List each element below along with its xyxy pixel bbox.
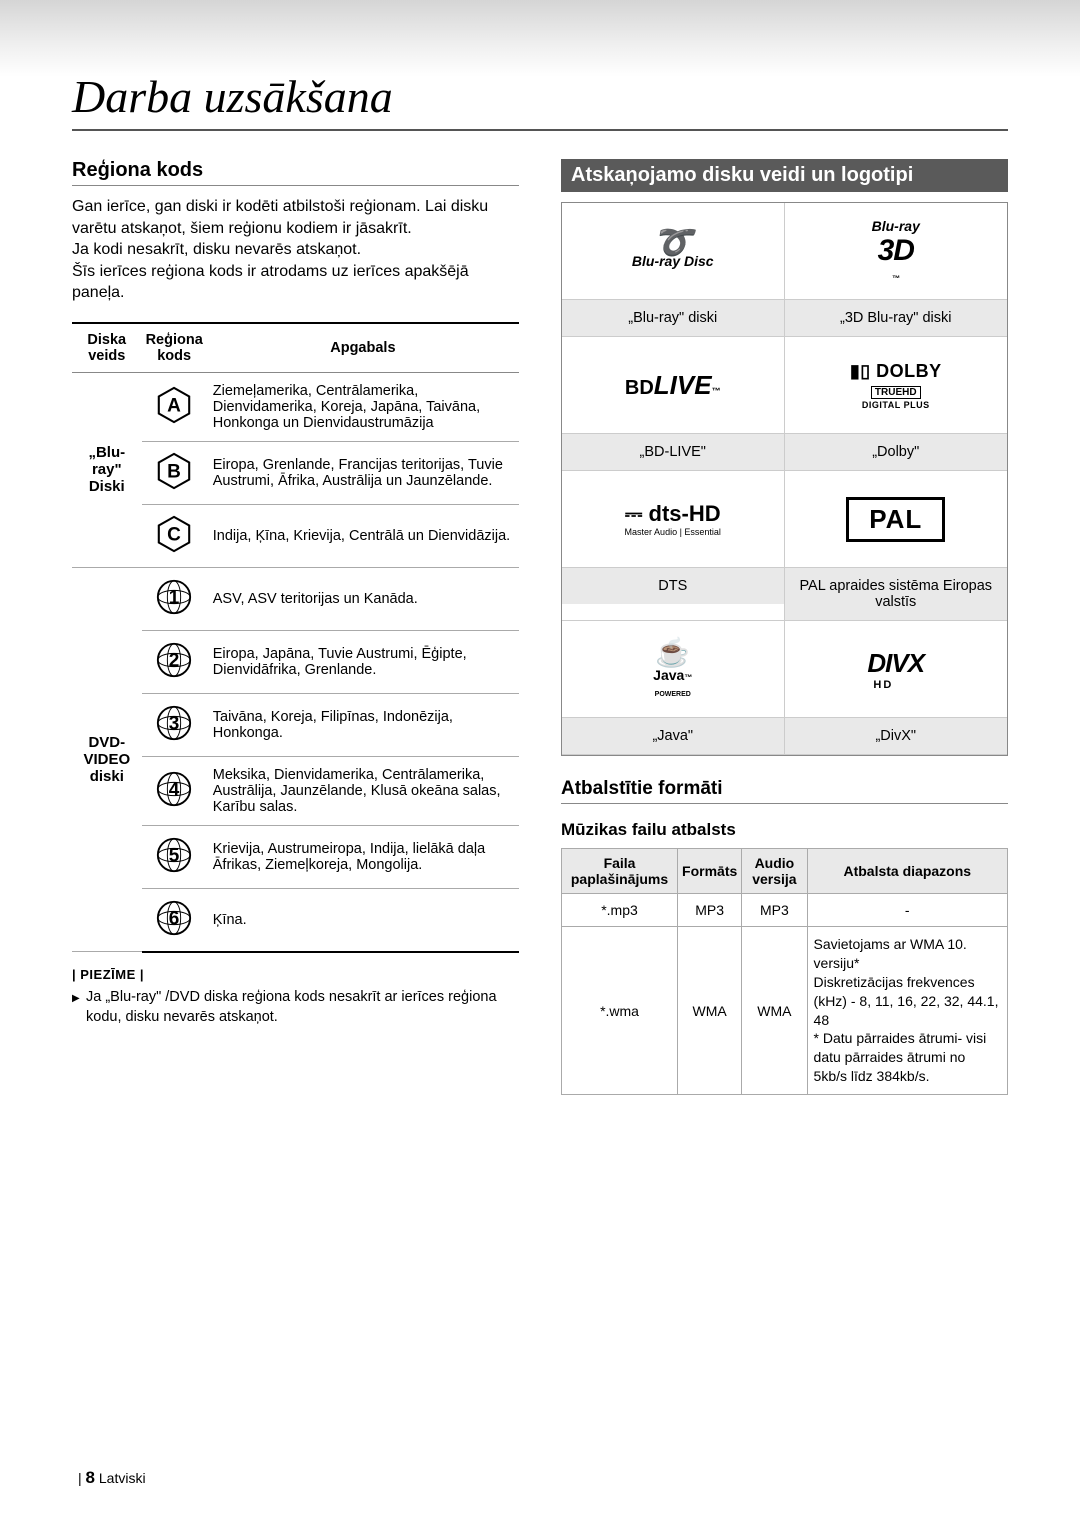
- region-code-icon: C: [155, 515, 193, 553]
- logo-label: „Blu-ray" diski: [562, 299, 784, 336]
- logo-cell: DIVXHD „DivX": [785, 621, 1008, 755]
- region-code-icon: 4: [155, 770, 193, 808]
- music-th-fmt: Formāts: [678, 849, 742, 894]
- logo-image: DIVXHD: [785, 621, 1008, 717]
- region-area-cell: Ķīna.: [207, 888, 519, 952]
- region-area-cell: ASV, ASV teritorijas un Kanāda.: [207, 567, 519, 630]
- svg-text:2: 2: [169, 651, 180, 672]
- music-th-range: Atbalsta diapazons: [807, 849, 1007, 894]
- logo-cell: ⎓ dts-HDMaster Audio | Essential DTS: [562, 471, 785, 621]
- music-fmt-cell: WMA: [678, 927, 742, 1095]
- logo-cell: ➰Blu-ray Disc „Blu-ray" diski: [562, 203, 785, 337]
- region-code-icon: A: [155, 386, 193, 424]
- logo-image: Blu-ray3D™: [785, 203, 1008, 299]
- logo-cell: Blu-ray3D™ „3D Blu-ray" diski: [785, 203, 1008, 337]
- logo-cell: ☕Java™POWERED „Java": [562, 621, 785, 755]
- logo-label: „Java": [562, 717, 784, 754]
- logo-image: BDLIVE™: [562, 337, 784, 433]
- region-code-cell: 5: [142, 825, 207, 888]
- region-area-cell: Taivāna, Koreja, Filipīnas, Indonēzija, …: [207, 693, 519, 756]
- region-area-cell: Ziemeļamerika, Centrālamerika, Dienvidam…: [207, 372, 519, 441]
- region-table: Diska veids Reģiona kods Apgabals „Blu-r…: [72, 322, 519, 953]
- disc-types-heading: Atskaņojamo disku veidi un logotipi: [561, 159, 1008, 192]
- region-intro-text: Gan ierīce, gan diski ir kodēti atbilsto…: [72, 196, 519, 304]
- region-area-cell: Eiropa, Grenlande, Francijas teritorijas…: [207, 441, 519, 504]
- page-number: 8: [86, 1468, 95, 1487]
- logo-image: ▮▯ DOLBYTRUEHDDIGITAL PLUS: [785, 337, 1008, 433]
- region-code-icon: 3: [155, 704, 193, 742]
- region-code-cell: 3: [142, 693, 207, 756]
- region-th-code: Reģiona kods: [142, 323, 207, 373]
- svg-text:C: C: [167, 525, 181, 546]
- logo-label: DTS: [562, 567, 784, 604]
- logo-grid: ➰Blu-ray Disc „Blu-ray" diski Blu-ray3D™…: [561, 202, 1008, 756]
- music-codec-cell: WMA: [742, 927, 807, 1095]
- page-footer: | 8 Latviski: [78, 1468, 146, 1488]
- region-th-type: Diska veids: [72, 323, 142, 373]
- region-code-icon: 2: [155, 641, 193, 679]
- svg-text:1: 1: [169, 588, 180, 609]
- region-code-cell: B: [142, 441, 207, 504]
- music-range-cell: Savietojams ar WMA 10. versiju*Diskretiz…: [807, 927, 1007, 1095]
- svg-text:B: B: [167, 462, 181, 483]
- region-code-cell: 1: [142, 567, 207, 630]
- logo-cell: PAL PAL apraides sistēma Eiropas valstīs: [785, 471, 1008, 621]
- svg-text:A: A: [167, 396, 181, 417]
- page-title: Darba uzsākšana: [72, 70, 1008, 131]
- region-code-icon: 1: [155, 578, 193, 616]
- note-text: Ja „Blu-ray" /DVD diska reģiona kods nes…: [72, 988, 519, 1027]
- music-fmt-cell: MP3: [678, 894, 742, 927]
- region-code-heading: Reģiona kods: [72, 159, 519, 186]
- disc-type-cell: DVD-VIDEOdiski: [72, 567, 142, 952]
- page-lang: Latviski: [99, 1470, 146, 1486]
- logo-cell: BDLIVE™ „BD-LIVE": [562, 337, 785, 471]
- region-area-cell: Meksika, Dienvidamerika, Centrālamerika,…: [207, 756, 519, 825]
- region-code-cell: 2: [142, 630, 207, 693]
- region-code-icon: 5: [155, 836, 193, 874]
- region-code-cell: A: [142, 372, 207, 441]
- logo-image: ☕Java™POWERED: [562, 621, 784, 717]
- svg-text:4: 4: [169, 780, 180, 801]
- music-table: Faila paplašinājums Formāts Audio versij…: [561, 848, 1008, 1095]
- music-th-codec: Audio versija: [742, 849, 807, 894]
- region-th-area: Apgabals: [207, 323, 519, 373]
- logo-label: „Dolby": [785, 433, 1008, 470]
- region-area-cell: Eiropa, Japāna, Tuvie Austrumi, Ēģipte, …: [207, 630, 519, 693]
- logo-label: „BD-LIVE": [562, 433, 784, 470]
- svg-text:6: 6: [169, 909, 180, 930]
- logo-label: „DivX": [785, 717, 1008, 754]
- music-codec-cell: MP3: [742, 894, 807, 927]
- logo-cell: ▮▯ DOLBYTRUEHDDIGITAL PLUS „Dolby": [785, 337, 1008, 471]
- region-area-cell: Krievija, Austrumeiropa, Indija, lielākā…: [207, 825, 519, 888]
- music-heading: Mūzikas failu atbalsts: [561, 820, 1008, 840]
- region-code-cell: C: [142, 504, 207, 567]
- region-code-icon: B: [155, 452, 193, 490]
- logo-image: ➰Blu-ray Disc: [562, 203, 784, 299]
- region-code-cell: 6: [142, 888, 207, 952]
- music-th-ext: Faila paplašinājums: [562, 849, 678, 894]
- logo-image: ⎓ dts-HDMaster Audio | Essential: [562, 471, 784, 567]
- music-ext-cell: *.mp3: [562, 894, 678, 927]
- right-column: Atskaņojamo disku veidi un logotipi ➰Blu…: [561, 159, 1008, 1095]
- svg-text:3: 3: [169, 714, 180, 735]
- left-column: Reģiona kods Gan ierīce, gan diski ir ko…: [72, 159, 519, 1095]
- region-code-icon: 6: [155, 899, 193, 937]
- disc-type-cell: „Blu-ray"Diski: [72, 372, 142, 567]
- logo-label: PAL apraides sistēma Eiropas valstīs: [785, 567, 1008, 620]
- note-label: | PIEZĪME |: [72, 967, 519, 982]
- music-range-cell: -: [807, 894, 1007, 927]
- region-area-cell: Indija, Ķīna, Krievija, Centrālā un Dien…: [207, 504, 519, 567]
- logo-label: „3D Blu-ray" diski: [785, 299, 1008, 336]
- logo-image: PAL: [785, 471, 1008, 567]
- music-ext-cell: *.wma: [562, 927, 678, 1095]
- region-code-cell: 4: [142, 756, 207, 825]
- svg-text:5: 5: [169, 846, 180, 867]
- formats-heading: Atbalstītie formāti: [561, 778, 1008, 804]
